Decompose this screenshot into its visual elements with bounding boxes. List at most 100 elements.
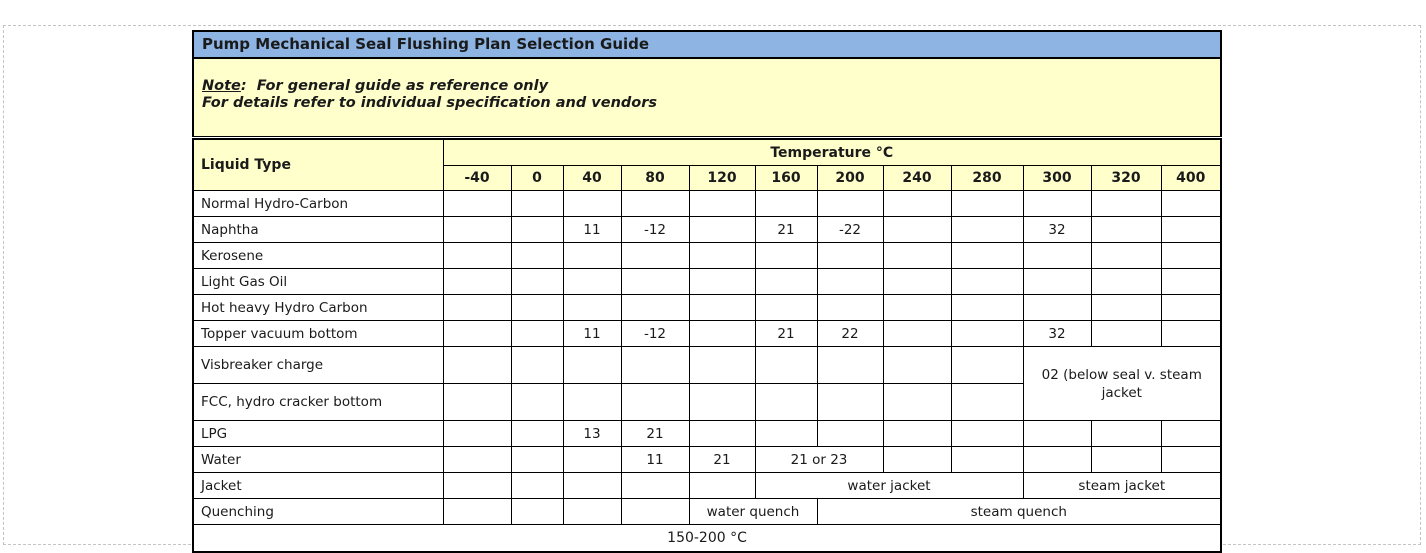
row-label-cell[interactable]: Water	[192, 446, 444, 473]
data-cell[interactable]	[442, 420, 512, 447]
data-cell[interactable]	[510, 320, 564, 347]
data-cell[interactable]	[442, 216, 512, 243]
data-cell[interactable]	[562, 346, 622, 384]
merged-quench-cell[interactable]: steam quench	[816, 498, 1222, 525]
data-cell[interactable]	[950, 242, 1024, 269]
data-cell[interactable]	[950, 346, 1024, 384]
data-cell[interactable]	[620, 242, 690, 269]
data-cell[interactable]	[1090, 420, 1162, 447]
data-cell[interactable]	[442, 294, 512, 321]
data-cell[interactable]	[1090, 294, 1162, 321]
data-cell[interactable]	[754, 294, 818, 321]
data-cell[interactable]	[1160, 420, 1222, 447]
data-cell[interactable]	[562, 498, 622, 525]
data-cell[interactable]	[510, 383, 564, 421]
data-cell[interactable]	[620, 346, 690, 384]
merged-jacket-cell[interactable]: steam jacket	[1022, 472, 1222, 499]
data-cell[interactable]	[1090, 320, 1162, 347]
data-cell[interactable]: 11	[562, 320, 622, 347]
data-cell[interactable]	[1160, 216, 1222, 243]
data-cell[interactable]	[1090, 446, 1162, 473]
data-cell[interactable]	[882, 320, 952, 347]
data-cell[interactable]	[510, 446, 564, 473]
data-cell[interactable]	[1022, 294, 1092, 321]
data-cell[interactable]	[442, 268, 512, 295]
data-cell[interactable]: 32	[1022, 320, 1092, 347]
data-cell[interactable]: -12	[620, 320, 690, 347]
temp-col-header[interactable]: 300	[1022, 165, 1092, 191]
temp-col-header[interactable]: 160	[754, 165, 818, 191]
row-label-cell[interactable]: Hot heavy Hydro Carbon	[192, 294, 444, 321]
data-cell[interactable]	[754, 190, 818, 217]
data-cell[interactable]	[882, 242, 952, 269]
data-cell[interactable]	[510, 346, 564, 384]
row-label-cell[interactable]: Kerosene	[192, 242, 444, 269]
data-cell[interactable]	[688, 320, 756, 347]
data-cell[interactable]	[620, 268, 690, 295]
data-cell[interactable]: 21	[754, 320, 818, 347]
row-label-cell[interactable]: Jacket	[192, 472, 444, 499]
data-cell[interactable]	[882, 216, 952, 243]
row-label-cell[interactable]: LPG	[192, 420, 444, 447]
data-cell[interactable]	[688, 242, 756, 269]
data-cell[interactable]	[882, 294, 952, 321]
temp-col-header[interactable]: 400	[1160, 165, 1222, 191]
data-cell[interactable]	[688, 472, 756, 499]
data-cell[interactable]	[688, 216, 756, 243]
data-cell[interactable]	[510, 420, 564, 447]
data-cell[interactable]	[816, 346, 884, 384]
data-cell[interactable]	[1022, 446, 1092, 473]
data-cell[interactable]	[1160, 320, 1222, 347]
data-cell[interactable]	[510, 294, 564, 321]
data-cell[interactable]	[1160, 242, 1222, 269]
data-cell[interactable]	[442, 383, 512, 421]
data-cell[interactable]	[620, 383, 690, 421]
data-cell[interactable]	[754, 346, 818, 384]
data-cell[interactable]	[754, 242, 818, 269]
data-cell[interactable]: 21	[620, 420, 690, 447]
merged-jacket-cell[interactable]: water jacket	[754, 472, 1024, 499]
data-cell[interactable]	[950, 320, 1024, 347]
data-cell[interactable]: -22	[816, 216, 884, 243]
data-cell[interactable]	[1022, 242, 1092, 269]
data-cell[interactable]	[562, 242, 622, 269]
data-cell[interactable]	[882, 190, 952, 217]
data-cell[interactable]	[688, 383, 756, 421]
data-cell[interactable]	[562, 446, 622, 473]
temp-col-header[interactable]: 280	[950, 165, 1024, 191]
data-cell[interactable]	[882, 383, 952, 421]
data-cell[interactable]	[442, 242, 512, 269]
page-title[interactable]: Pump Mechanical Seal Flushing Plan Selec…	[192, 30, 1222, 59]
data-cell[interactable]	[688, 346, 756, 384]
data-cell[interactable]	[950, 190, 1024, 217]
data-cell[interactable]	[510, 242, 564, 269]
data-cell[interactable]	[562, 472, 622, 499]
data-cell[interactable]	[510, 498, 564, 525]
data-cell[interactable]: 21	[754, 216, 818, 243]
data-cell[interactable]	[1160, 446, 1222, 473]
temp-col-header[interactable]: -40	[442, 165, 512, 191]
data-cell[interactable]	[1160, 268, 1222, 295]
data-cell[interactable]	[816, 383, 884, 421]
data-cell[interactable]	[1090, 190, 1162, 217]
data-cell[interactable]	[882, 446, 952, 473]
row-label-cell[interactable]: FCC, hydro cracker bottom	[192, 383, 444, 421]
data-cell[interactable]: 22	[816, 320, 884, 347]
data-cell[interactable]	[1022, 420, 1092, 447]
data-cell[interactable]	[562, 383, 622, 421]
data-cell[interactable]	[816, 242, 884, 269]
temp-col-header[interactable]: 240	[882, 165, 952, 191]
data-cell[interactable]	[562, 268, 622, 295]
data-cell[interactable]	[442, 346, 512, 384]
row-label-cell[interactable]: Topper vacuum bottom	[192, 320, 444, 347]
data-cell[interactable]	[442, 498, 512, 525]
data-cell[interactable]	[442, 320, 512, 347]
data-cell[interactable]	[950, 216, 1024, 243]
data-cell[interactable]	[1022, 190, 1092, 217]
data-cell[interactable]	[950, 268, 1024, 295]
data-cell[interactable]	[620, 294, 690, 321]
row-label-cell[interactable]: Normal Hydro-Carbon	[192, 190, 444, 217]
data-cell[interactable]	[950, 420, 1024, 447]
note-block[interactable]: Note: For general guide as reference onl…	[192, 59, 1222, 137]
data-cell[interactable]	[510, 472, 564, 499]
